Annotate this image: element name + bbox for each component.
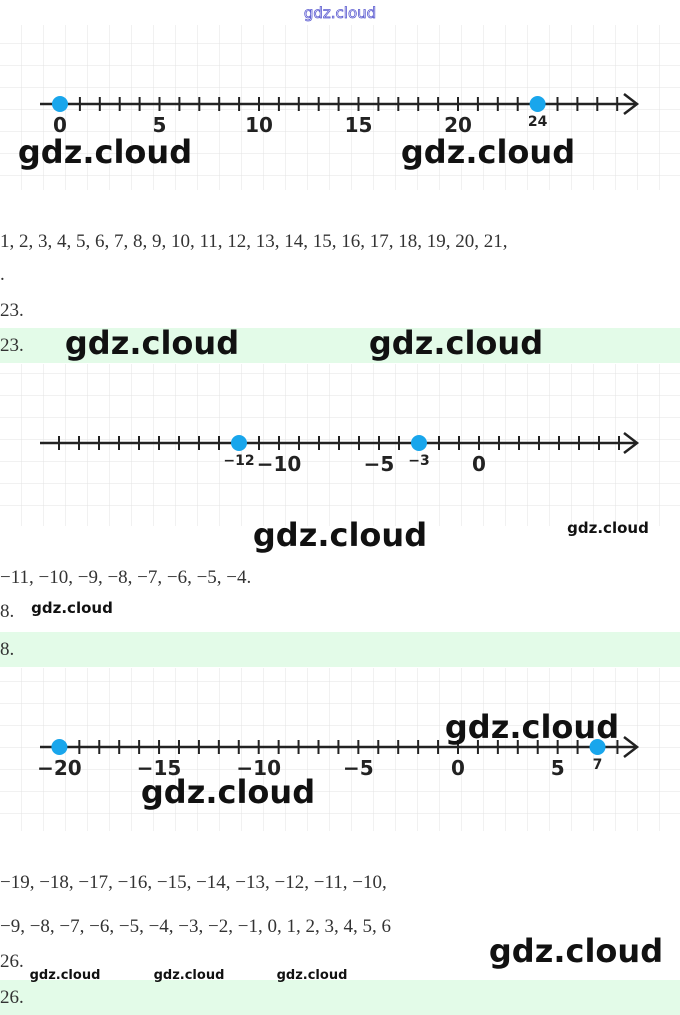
- watermark: gdz.cloud: [31, 599, 113, 617]
- tick-label: −10: [236, 756, 281, 780]
- tick-label: −3: [408, 453, 429, 469]
- answer-band: [0, 328, 680, 363]
- watermark: gdz.cloud: [567, 519, 649, 537]
- tick-label: 0: [451, 756, 465, 780]
- watermark: gdz.cloud: [154, 968, 225, 983]
- axis-arrow: [623, 432, 640, 454]
- tick-label: −15: [137, 756, 182, 780]
- answer: 8.: [0, 639, 14, 660]
- tick-label: 0: [53, 113, 67, 137]
- answer: 26.: [0, 987, 24, 1008]
- watermark: gdz.cloud: [445, 708, 619, 746]
- answer-band: [0, 980, 680, 1015]
- text-line: .: [0, 264, 5, 285]
- point: [529, 96, 546, 112]
- text-line: 23.: [0, 300, 24, 321]
- text-line: −11, −10, −9, −8, −7, −6, −5, −4.: [0, 567, 251, 588]
- answer-band: [0, 632, 680, 667]
- tick-label: −20: [37, 756, 82, 780]
- watermark: gdz.cloud: [141, 773, 315, 811]
- watermark: gdz.cloud: [489, 932, 663, 970]
- tick-label: 5: [551, 756, 565, 780]
- watermark: gdz.cloud: [18, 133, 192, 171]
- watermark: gdz.cloud: [369, 324, 543, 362]
- axis-arrow: [623, 93, 640, 115]
- header-watermark: gdz.cloud: [304, 4, 376, 22]
- watermark: gdz.cloud: [277, 968, 348, 983]
- point: [411, 435, 427, 451]
- tick-label: −12: [223, 453, 254, 469]
- text-line: 26.: [0, 951, 24, 972]
- tick-label: 7: [593, 757, 603, 773]
- tick-label: −5: [364, 452, 395, 476]
- tick-label: 15: [345, 113, 373, 137]
- grid-image: [0, 25, 680, 190]
- text-line: −9, −8, −7, −6, −5, −4, −3, −2, −1, 0, 1…: [0, 916, 391, 937]
- point: [52, 96, 68, 112]
- tick-label: 10: [245, 113, 273, 137]
- point: [589, 739, 606, 755]
- watermark: gdz.cloud: [253, 516, 427, 554]
- point: [231, 435, 247, 451]
- tick-label: 20: [444, 113, 472, 137]
- grid-image: [0, 668, 680, 831]
- watermark: gdz.cloud: [401, 133, 575, 171]
- text-line: 8.: [0, 601, 14, 622]
- watermark: gdz.cloud: [65, 324, 239, 362]
- point: [51, 739, 68, 755]
- text-line: −19, −18, −17, −16, −15, −14, −13, −12, …: [0, 872, 387, 893]
- text-line: 1, 2, 3, 4, 5, 6, 7, 8, 9, 10, 11, 12, 1…: [0, 231, 508, 252]
- tick-label: −10: [257, 452, 302, 476]
- axis-arrow: [623, 736, 640, 758]
- tick-label: 0: [472, 452, 486, 476]
- answer: 23.: [0, 335, 24, 356]
- watermark: gdz.cloud: [30, 968, 101, 983]
- tick-label: −5: [343, 756, 374, 780]
- tick-label: 24: [528, 114, 548, 130]
- tick-label: 5: [153, 113, 167, 137]
